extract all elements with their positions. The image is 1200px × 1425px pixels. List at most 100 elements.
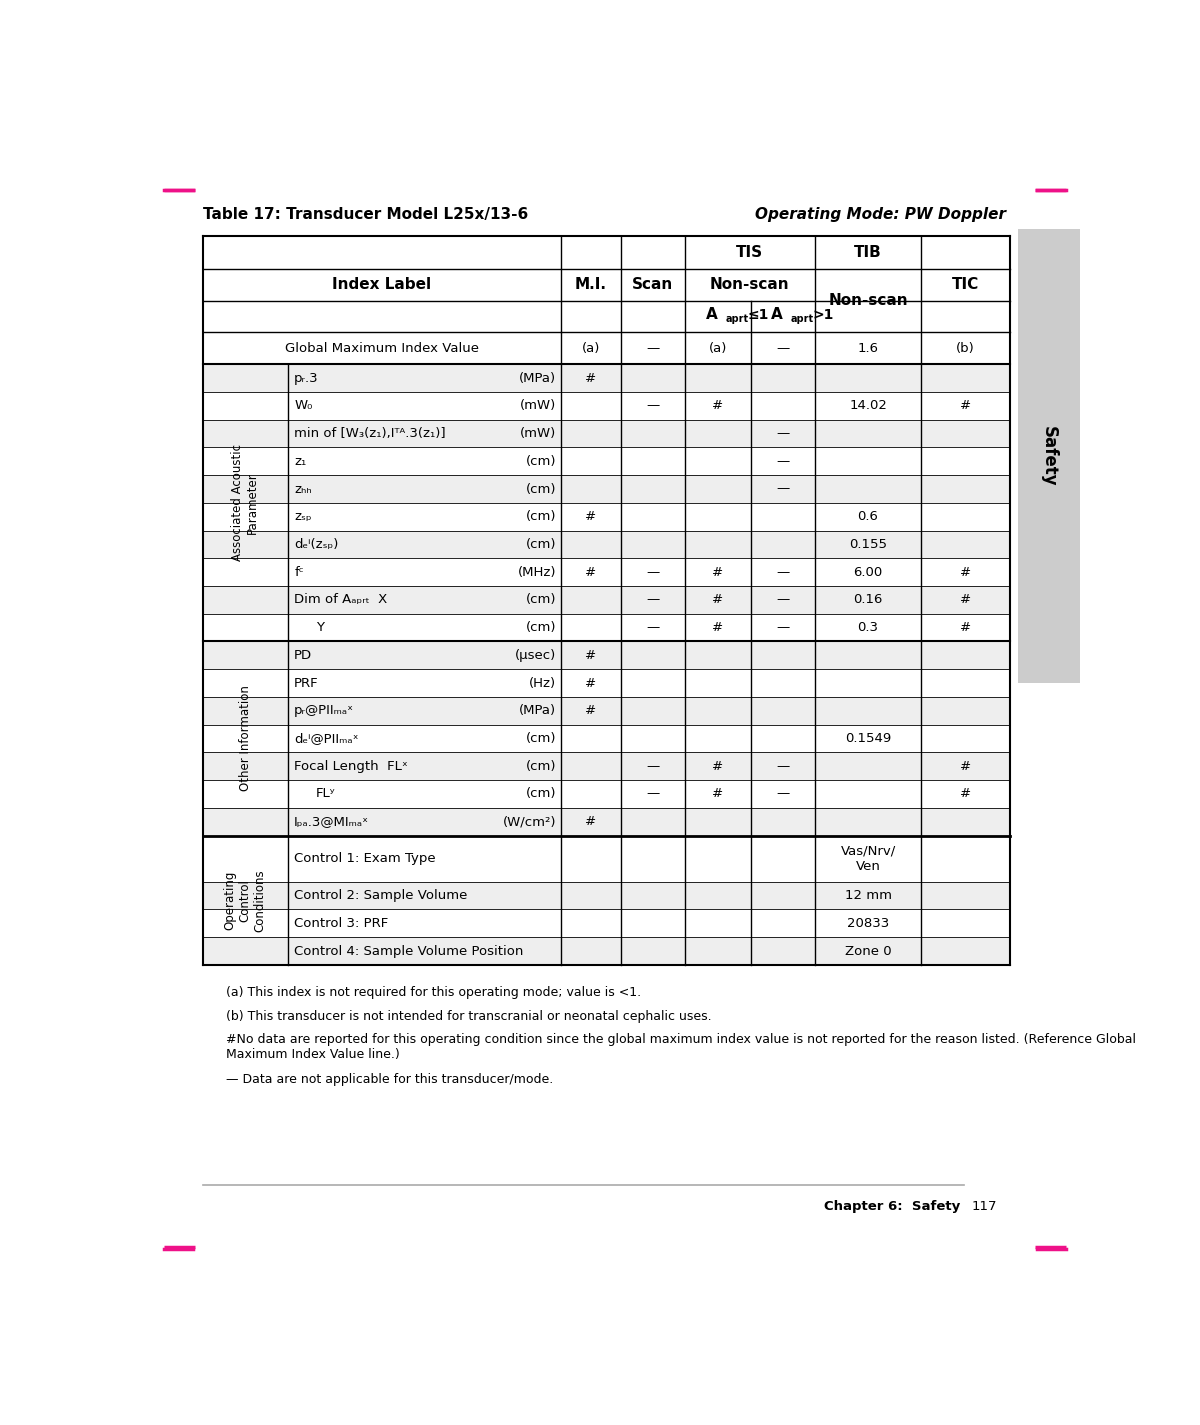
Text: Non-scan: Non-scan — [828, 294, 908, 308]
Text: (cm): (cm) — [526, 788, 556, 801]
Text: PD: PD — [294, 648, 312, 661]
Text: (cm): (cm) — [526, 539, 556, 551]
Text: —: — — [647, 788, 660, 801]
Text: 0.16: 0.16 — [853, 593, 883, 607]
Text: 6.00: 6.00 — [853, 566, 883, 579]
Text: Chapter 6:  Safety: Chapter 6: Safety — [824, 1200, 960, 1213]
Bar — [203, 752, 1010, 779]
Text: #: # — [960, 399, 971, 412]
Text: Non-scan: Non-scan — [710, 278, 790, 292]
Text: #: # — [712, 621, 724, 634]
Text: Index Label: Index Label — [332, 276, 431, 292]
Bar — [1018, 229, 1080, 683]
Text: M.I.: M.I. — [575, 276, 607, 292]
Bar — [203, 392, 1010, 420]
Text: (cm): (cm) — [526, 760, 556, 772]
Text: Zone 0: Zone 0 — [845, 945, 892, 958]
Text: #: # — [712, 760, 724, 772]
Text: 0.1549: 0.1549 — [845, 732, 892, 745]
Text: fᶜ: fᶜ — [294, 566, 304, 579]
Text: (cm): (cm) — [526, 455, 556, 467]
Text: #: # — [586, 566, 596, 579]
Bar — [203, 835, 1010, 882]
Text: pᵣ.3: pᵣ.3 — [294, 372, 319, 385]
Text: —: — — [776, 788, 790, 801]
Bar — [203, 641, 1010, 670]
Text: ≤1: ≤1 — [748, 308, 768, 322]
Text: #: # — [586, 704, 596, 717]
Bar — [203, 938, 1010, 965]
Text: —: — — [776, 455, 790, 467]
Text: Vas/Nrv/
Ven: Vas/Nrv/ Ven — [840, 845, 895, 872]
Bar — [203, 475, 1010, 503]
Bar — [203, 882, 1010, 909]
Text: Y: Y — [316, 621, 324, 634]
Text: z₁: z₁ — [294, 455, 306, 467]
Text: TIC: TIC — [952, 276, 979, 292]
Text: zₕₕ: zₕₕ — [294, 483, 312, 496]
Text: 0.155: 0.155 — [850, 539, 887, 551]
Text: TIB: TIB — [854, 245, 882, 261]
Bar — [203, 447, 1010, 475]
Text: #: # — [712, 566, 724, 579]
Text: (mW): (mW) — [520, 399, 556, 412]
Text: (b) This transducer is not intended for transcranial or neonatal cephalic uses.: (b) This transducer is not intended for … — [226, 1009, 712, 1023]
Text: (cm): (cm) — [526, 483, 556, 496]
Text: #: # — [960, 760, 971, 772]
Text: (MPa): (MPa) — [518, 704, 556, 717]
Text: (cm): (cm) — [526, 621, 556, 634]
Text: —: — — [776, 483, 790, 496]
Text: min of [W₃(z₁),Iᵀᴬ.3(z₁)]: min of [W₃(z₁),Iᵀᴬ.3(z₁)] — [294, 428, 445, 440]
Text: —: — — [776, 566, 790, 579]
Bar — [203, 725, 1010, 752]
Text: Operating
Control
Conditions: Operating Control Conditions — [224, 869, 266, 932]
Bar — [203, 670, 1010, 697]
Text: Scan: Scan — [632, 278, 673, 292]
Text: 20833: 20833 — [847, 916, 889, 929]
Bar — [203, 586, 1010, 614]
Text: Dim of Aₐₚᵣₜ  X: Dim of Aₐₚᵣₜ X — [294, 593, 388, 607]
Text: zₛₚ: zₛₚ — [294, 510, 312, 523]
Text: A: A — [770, 306, 782, 322]
Text: —: — — [647, 593, 660, 607]
Text: 1.6: 1.6 — [858, 342, 878, 355]
Text: 117: 117 — [972, 1200, 997, 1213]
Text: pᵣ@PIIₘₐˣ: pᵣ@PIIₘₐˣ — [294, 704, 354, 717]
Text: Safety: Safety — [1040, 426, 1058, 486]
Text: #: # — [960, 621, 971, 634]
Text: (Hz): (Hz) — [529, 677, 556, 690]
Text: (cm): (cm) — [526, 510, 556, 523]
Text: 0.6: 0.6 — [858, 510, 878, 523]
Text: Control 3: PRF: Control 3: PRF — [294, 916, 389, 929]
Text: Iₚₐ.3@MIₘₐˣ: Iₚₐ.3@MIₘₐˣ — [294, 815, 370, 828]
Bar — [203, 332, 1010, 365]
Text: —: — — [776, 621, 790, 634]
Text: #: # — [712, 593, 724, 607]
Bar — [203, 420, 1010, 447]
Text: Operating Mode: PW Doppler: Operating Mode: PW Doppler — [755, 208, 1007, 222]
Text: #: # — [712, 788, 724, 801]
Bar — [203, 779, 1010, 808]
Text: (a): (a) — [708, 342, 727, 355]
Text: >1: >1 — [812, 308, 834, 322]
Text: — Data are not applicable for this transducer/mode.: — Data are not applicable for this trans… — [226, 1073, 553, 1086]
Text: #: # — [960, 788, 971, 801]
Text: —: — — [647, 566, 660, 579]
Text: 14.02: 14.02 — [850, 399, 887, 412]
Text: Table 17: Transducer Model L25x/13-6: Table 17: Transducer Model L25x/13-6 — [203, 208, 528, 222]
Text: (MHz): (MHz) — [517, 566, 556, 579]
Text: A: A — [706, 306, 718, 322]
Bar — [203, 503, 1010, 530]
Bar — [203, 909, 1010, 938]
Text: TIS: TIS — [737, 245, 763, 261]
Text: 0.3: 0.3 — [858, 621, 878, 634]
Bar — [203, 559, 1010, 586]
Text: Control 2: Sample Volume: Control 2: Sample Volume — [294, 889, 468, 902]
Text: (a): (a) — [582, 342, 600, 355]
Text: —: — — [776, 428, 790, 440]
Text: #: # — [586, 372, 596, 385]
Text: —: — — [647, 621, 660, 634]
Text: (mW): (mW) — [520, 428, 556, 440]
Text: (cm): (cm) — [526, 593, 556, 607]
Text: Associated Acoustic
Parameter: Associated Acoustic Parameter — [232, 445, 259, 561]
